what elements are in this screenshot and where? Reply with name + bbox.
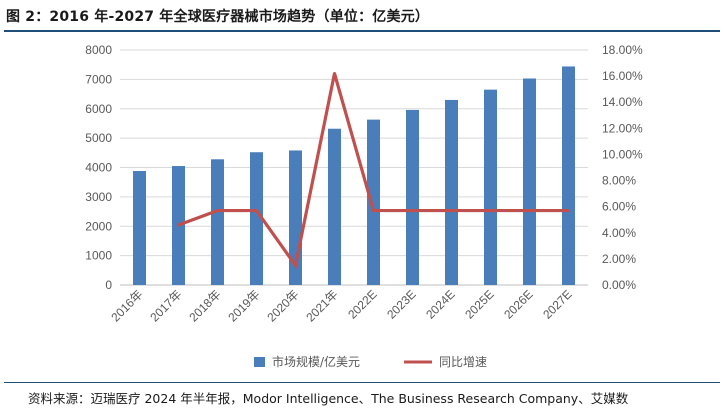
left-y-axis: 0 1000 2000 3000 4000 5000 6000 7000 8000: [85, 43, 112, 292]
left-y-tick-label: 0: [105, 278, 112, 292]
chart: 2016年 2017年 2018年 2019年 2020年 2021年 2022E 2023E…: [85, 43, 643, 369]
x-tick-label: 2019年: [225, 287, 262, 324]
bar: [445, 99, 458, 285]
growth-point: [372, 209, 375, 213]
source-note: 资料来源：迈瑞医疗 2024 年半年报，Modor Intelligence、T…: [28, 391, 629, 406]
figure-title: 图 2：2016 年-2027 年全球医疗器械市场趋势（单位：亿美元）: [6, 9, 430, 25]
growth-point: [177, 223, 180, 227]
x-tick-label: 2017年: [147, 287, 184, 324]
right-y-tick-label: 14.00%: [602, 95, 643, 109]
x-tick-label: 2026E: [501, 287, 535, 321]
x-tick-label: 2021年: [303, 287, 340, 324]
right-y-tick-label: 12.00%: [602, 121, 643, 135]
x-tick-label: 2023E: [384, 287, 418, 321]
source-rule: [4, 382, 720, 383]
bar-series: [133, 66, 575, 286]
bar: [562, 66, 575, 285]
bar: [367, 119, 380, 286]
left-y-tick-label: 6000: [85, 102, 112, 116]
right-y-tick-label: 16.00%: [602, 69, 643, 83]
legend-label-line: 同比增速: [439, 355, 487, 369]
title-rule: [4, 30, 720, 32]
growth-point: [567, 209, 570, 213]
left-y-tick-label: 8000: [85, 43, 112, 57]
growth-point: [450, 209, 453, 213]
x-tick-label: 2025E: [462, 287, 496, 321]
growth-point: [411, 209, 414, 213]
x-tick-label: 2022E: [345, 287, 379, 321]
x-tick-label: 2027E: [540, 287, 574, 321]
bar: [523, 78, 536, 286]
bar: [484, 89, 497, 285]
growth-point: [528, 209, 531, 213]
left-y-tick-label: 4000: [85, 161, 112, 175]
left-y-tick-label: 1000: [85, 249, 112, 263]
x-tick-label: 2018年: [186, 287, 223, 324]
bar: [211, 159, 224, 285]
bar: [328, 128, 341, 285]
right-y-tick-label: 0.00%: [602, 278, 636, 292]
legend: 市场规模/亿美元 同比增速: [254, 354, 487, 369]
right-y-tick-label: 2.00%: [602, 252, 636, 266]
right-y-tick-label: 18.00%: [602, 43, 643, 57]
legend-label-bar: 市场规模/亿美元: [272, 354, 360, 369]
gridlines: [120, 49, 588, 286]
legend-swatch-bar: [254, 357, 265, 367]
bar: [250, 152, 263, 285]
growth-point: [294, 263, 297, 267]
growth-point: [216, 209, 219, 213]
left-y-tick-label: 2000: [85, 219, 112, 233]
x-tick-label: 2016年: [108, 287, 145, 324]
x-tick-label: 2020年: [264, 287, 301, 324]
right-y-tick-label: 6.00%: [602, 200, 636, 214]
x-axis-labels: 2016年 2017年 2018年 2019年 2020年 2021年 2022E 2023E…: [108, 287, 574, 324]
growth-point: [255, 209, 258, 213]
growth-point: [489, 209, 492, 213]
growth-point: [333, 72, 336, 75]
bar: [406, 109, 419, 285]
growth-line-series: [177, 72, 570, 270]
right-y-tick-label: 4.00%: [602, 226, 636, 240]
right-y-axis: 0.00% 2.00% 4.00% 6.00% 8.00% 10.00% 12.00% 14.…: [602, 43, 643, 292]
right-y-tick-label: 10.00%: [602, 147, 643, 161]
bar: [133, 171, 146, 285]
left-y-tick-label: 3000: [85, 190, 112, 204]
left-y-tick-label: 5000: [85, 131, 112, 145]
left-y-tick-label: 7000: [85, 72, 112, 86]
right-y-tick-label: 8.00%: [602, 174, 636, 188]
x-tick-label: 2024E: [423, 287, 457, 321]
